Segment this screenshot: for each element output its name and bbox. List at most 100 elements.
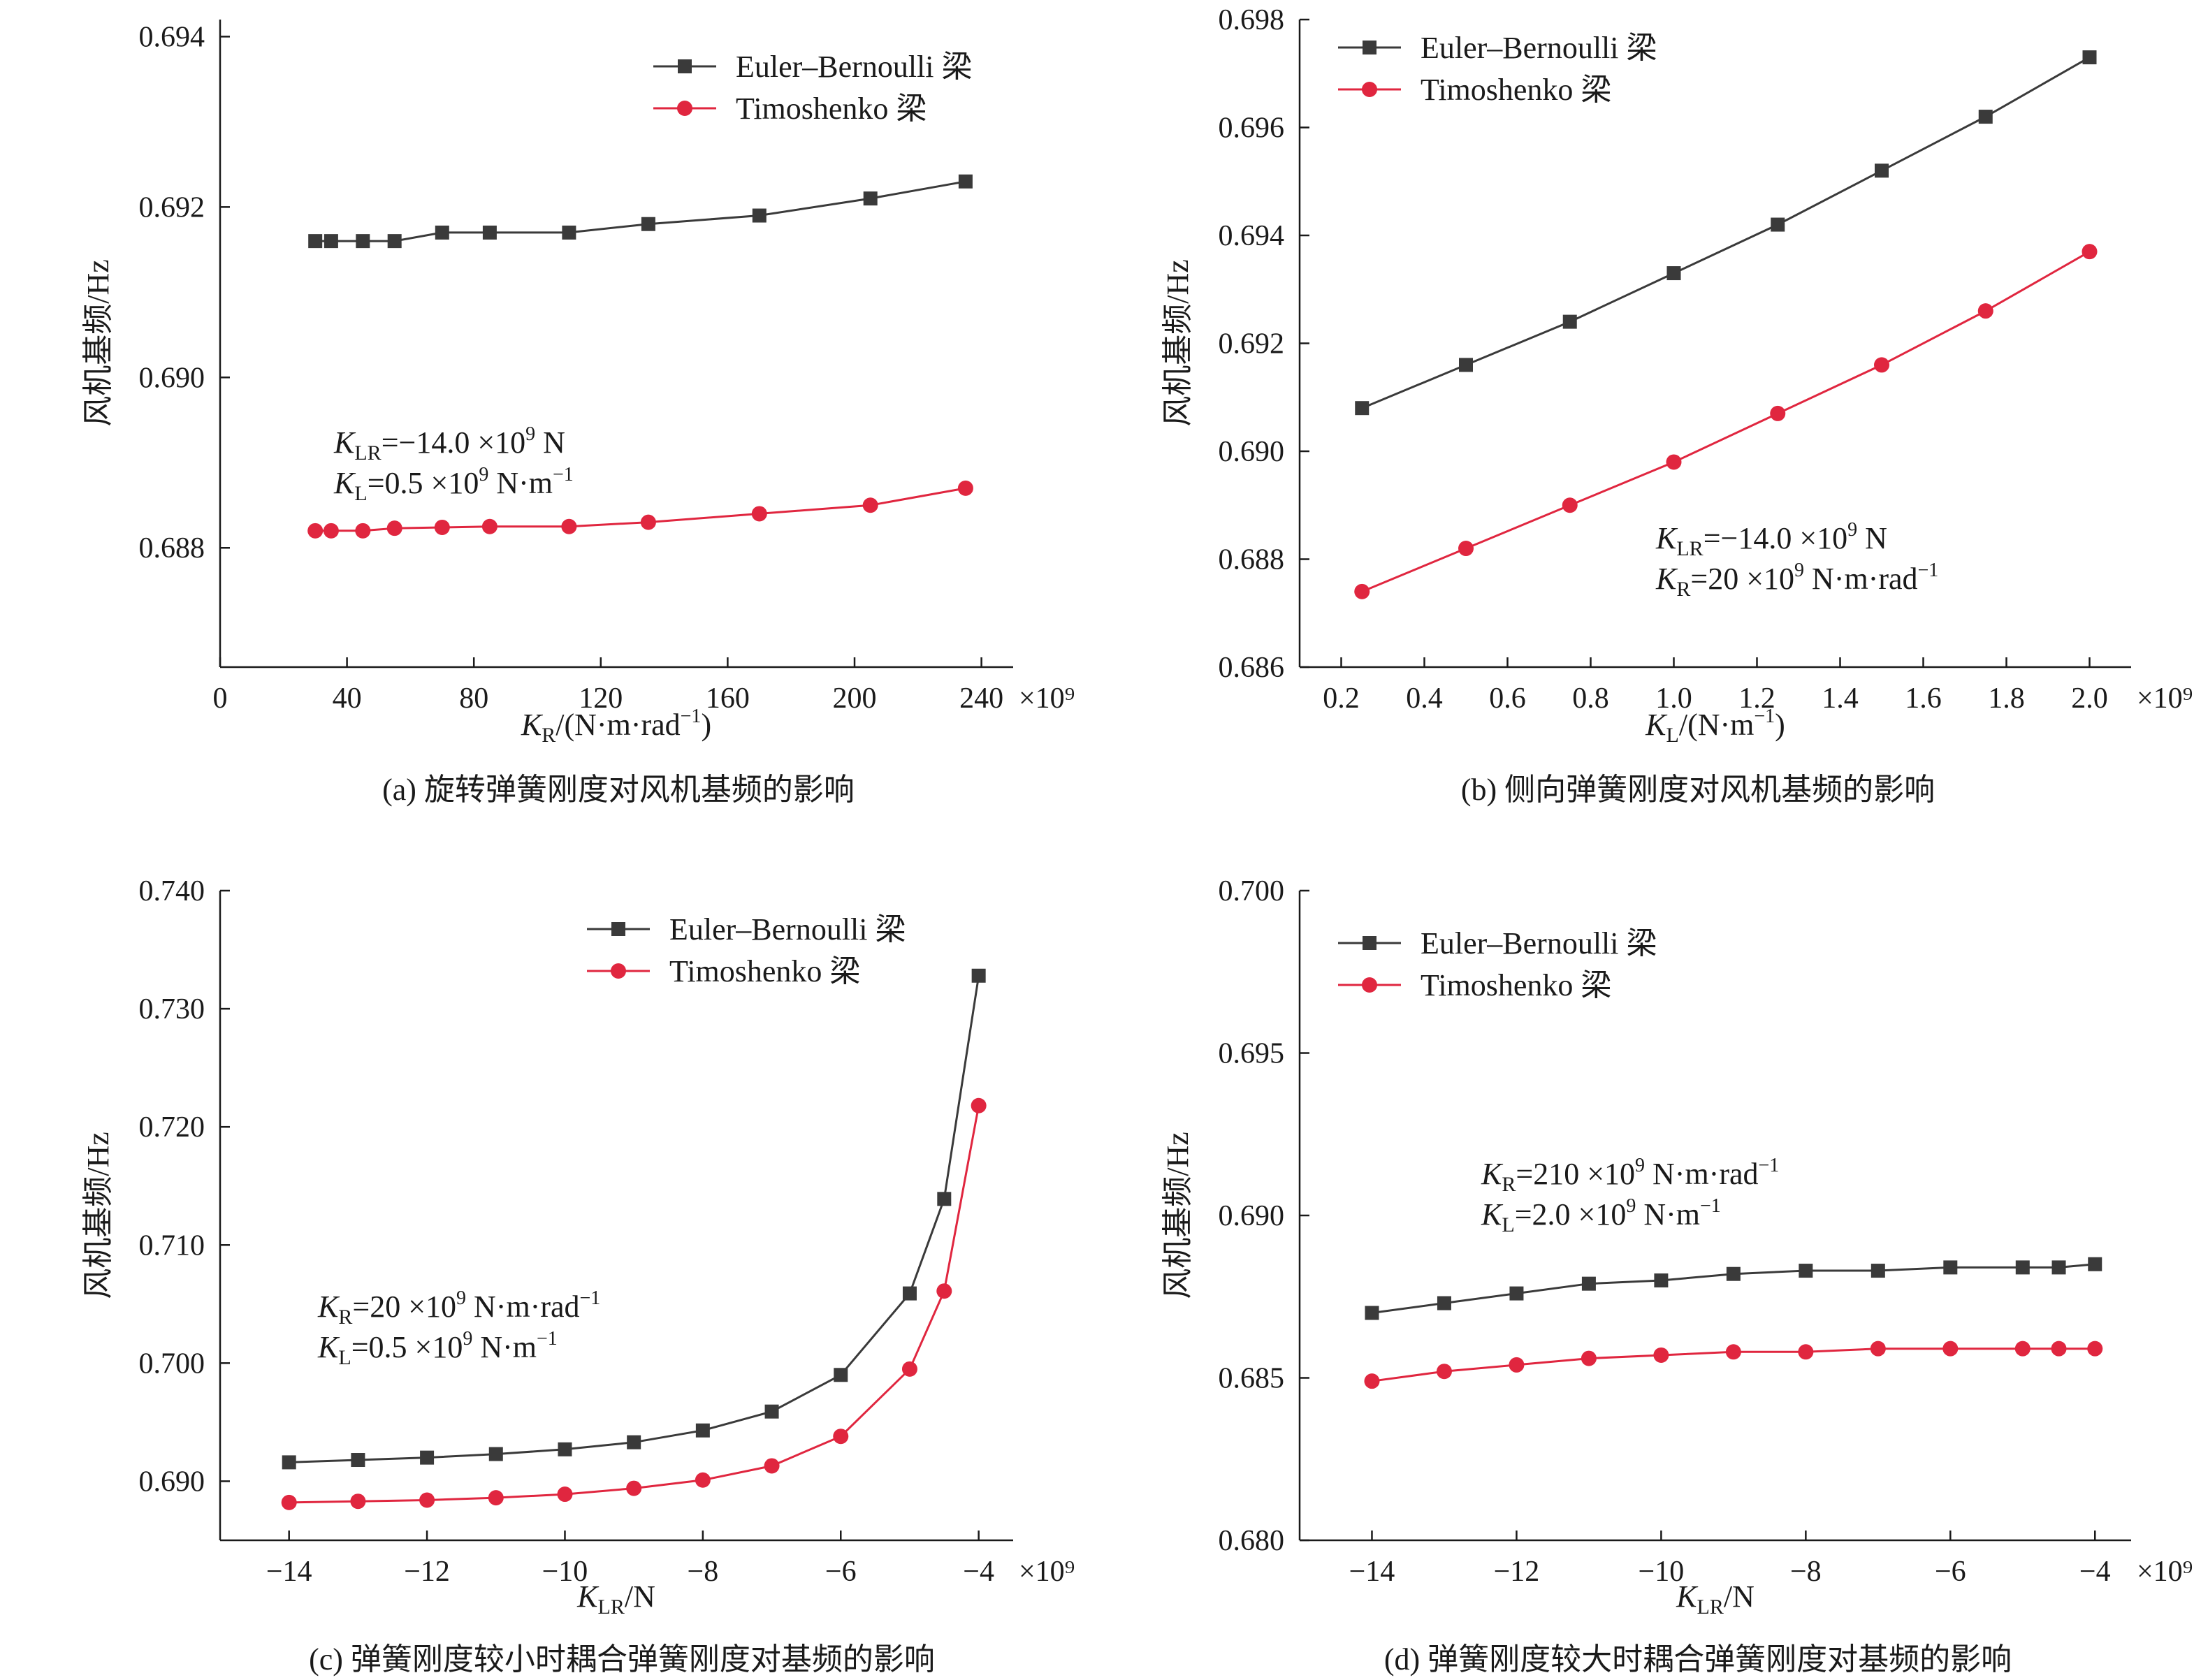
y-tick-label: 0.730 xyxy=(139,993,205,1025)
data-point-timoshenko xyxy=(323,523,339,539)
x-tick-label: −4 xyxy=(963,1556,994,1588)
data-point-timoshenko xyxy=(936,1283,952,1299)
data-point-timoshenko xyxy=(901,1361,917,1377)
y-tick-label: 0.700 xyxy=(1219,875,1285,907)
x-axis-title: KR/(N·m·rad−1) xyxy=(521,706,711,747)
data-point-euler xyxy=(2051,1260,2066,1275)
data-point-euler xyxy=(764,1404,779,1419)
parameter-annotation: KR=210 ×109 N·m·rad−1 xyxy=(1481,1155,1779,1196)
data-point-timoshenko xyxy=(1977,303,1993,319)
data-point-timoshenko xyxy=(1798,1344,1814,1360)
x-tick-label: 40 xyxy=(333,682,362,715)
data-point-euler xyxy=(1355,401,1370,416)
data-point-timoshenko xyxy=(488,1490,504,1506)
data-point-euler xyxy=(627,1435,641,1449)
data-point-euler xyxy=(752,208,767,223)
y-axis-title: 风机基频/Hz xyxy=(81,259,115,427)
legend-marker-euler xyxy=(611,922,625,936)
data-point-euler xyxy=(902,1286,917,1301)
legend-marker-euler xyxy=(1363,936,1376,950)
data-point-timoshenko xyxy=(1562,497,1578,513)
data-point-timoshenko xyxy=(640,514,656,530)
x-tick-label: 1.2 xyxy=(1738,682,1775,715)
parameter-annotation: KL=0.5 ×109 N·m−1 xyxy=(317,1328,558,1369)
data-point-euler xyxy=(1365,1306,1379,1320)
legend-marker-euler xyxy=(1363,41,1376,54)
legend-label-euler: Euler–Bernoulli 梁 xyxy=(1421,31,1657,65)
data-point-timoshenko xyxy=(1725,1344,1741,1360)
x-multiplier-label: ×10⁹ xyxy=(2137,682,2193,715)
x-tick-label: 240 xyxy=(959,682,1003,715)
legend-label-timoshenko: Timoshenko 梁 xyxy=(736,92,927,126)
legend-marker-timoshenko xyxy=(611,963,626,979)
y-tick-label: 0.700 xyxy=(139,1347,205,1380)
chart-panel-c: 0.690 0.700 0.710 0.720 0.730 0.740 −14 −12 −10 −… xyxy=(81,875,1075,1677)
data-point-euler xyxy=(562,225,576,240)
x-tick-label: 120 xyxy=(579,682,623,715)
chart-caption: (b) 侧向弹簧刚度对风机基频的影响 xyxy=(1461,773,1935,807)
parameter-annotation: KL=0.5 ×109 N·m−1 xyxy=(333,464,574,505)
legend-marker-timoshenko xyxy=(1362,82,1377,97)
data-point-euler xyxy=(282,1455,296,1470)
y-tick-label: 0.694 xyxy=(139,21,205,53)
y-tick-label: 0.685 xyxy=(1219,1363,1285,1395)
x-tick-label: −6 xyxy=(1935,1556,1966,1588)
data-point-timoshenko xyxy=(1874,357,1889,373)
x-tick-label: −8 xyxy=(688,1556,719,1588)
y-tick-label: 0.695 xyxy=(1219,1038,1285,1070)
x-tick-label: 2.0 xyxy=(2071,682,2108,715)
x-tick-label: −10 xyxy=(542,1556,588,1588)
data-point-timoshenko xyxy=(1581,1350,1597,1366)
data-point-timoshenko xyxy=(307,523,324,539)
chart-caption: (a) 旋转弹簧刚度对风机基频的影响 xyxy=(382,773,855,807)
data-point-timoshenko xyxy=(1364,1373,1380,1389)
data-point-timoshenko xyxy=(957,480,973,496)
y-tick-label: 0.690 xyxy=(1219,436,1285,468)
y-tick-label: 0.710 xyxy=(139,1229,205,1262)
data-point-euler xyxy=(482,225,497,240)
legend-marker-timoshenko xyxy=(677,101,692,116)
legend-label-euler: Euler–Bernoulli 梁 xyxy=(1421,926,1657,960)
x-axis-title: KL/(N·m−1) xyxy=(1645,706,1785,747)
x-tick-label: 1.8 xyxy=(1988,682,2025,715)
legend-label-timoshenko: Timoshenko 梁 xyxy=(1421,73,1611,107)
data-point-timoshenko xyxy=(419,1492,435,1508)
y-tick-label: 0.740 xyxy=(139,875,205,907)
data-point-timoshenko xyxy=(833,1429,849,1445)
data-point-euler xyxy=(1509,1286,1524,1301)
y-tick-label: 0.686 xyxy=(1219,652,1285,684)
data-point-timoshenko xyxy=(434,519,450,535)
data-point-timoshenko xyxy=(2014,1341,2031,1357)
data-point-timoshenko xyxy=(1458,541,1474,557)
x-tick-label: −4 xyxy=(2079,1556,2111,1588)
legend-label-euler: Euler–Bernoulli 梁 xyxy=(736,50,973,84)
data-point-euler xyxy=(1799,1264,1813,1278)
data-point-timoshenko xyxy=(281,1494,297,1510)
chart-panel-a: 0.688 0.690 0.692 0.694 0 40 80 120 160 200 240 ×10… xyxy=(81,20,1075,807)
data-point-euler xyxy=(2088,1257,2102,1271)
y-tick-label: 0.690 xyxy=(139,362,205,394)
x-multiplier-label: ×10⁹ xyxy=(1019,682,1075,715)
data-point-timoshenko xyxy=(1436,1364,1452,1380)
y-tick-label: 0.690 xyxy=(139,1466,205,1498)
data-point-timoshenko xyxy=(481,518,497,534)
y-tick-label: 0.690 xyxy=(1219,1200,1285,1232)
x-tick-label: 0.8 xyxy=(1572,682,1609,715)
series-line-timoshenko xyxy=(289,1105,980,1504)
parameter-annotation: KLR=−14.0 ×109 N xyxy=(333,423,565,465)
data-point-timoshenko xyxy=(355,523,371,539)
data-point-euler xyxy=(971,968,986,983)
series-line-euler xyxy=(289,975,980,1463)
y-tick-label: 0.688 xyxy=(1219,544,1285,576)
x-tick-label: 0.2 xyxy=(1323,682,1360,715)
data-point-euler xyxy=(324,234,338,249)
data-point-euler xyxy=(420,1450,435,1465)
y-tick-label: 0.694 xyxy=(1219,220,1285,252)
x-tick-label: 0.6 xyxy=(1489,682,1526,715)
data-point-euler xyxy=(356,234,370,249)
y-tick-label: 0.696 xyxy=(1219,112,1285,145)
data-point-euler xyxy=(1875,163,1889,178)
data-point-euler xyxy=(1581,1276,1596,1291)
y-axis-title: 风机基频/Hz xyxy=(1161,1132,1195,1299)
x-tick-label: 200 xyxy=(833,682,877,715)
